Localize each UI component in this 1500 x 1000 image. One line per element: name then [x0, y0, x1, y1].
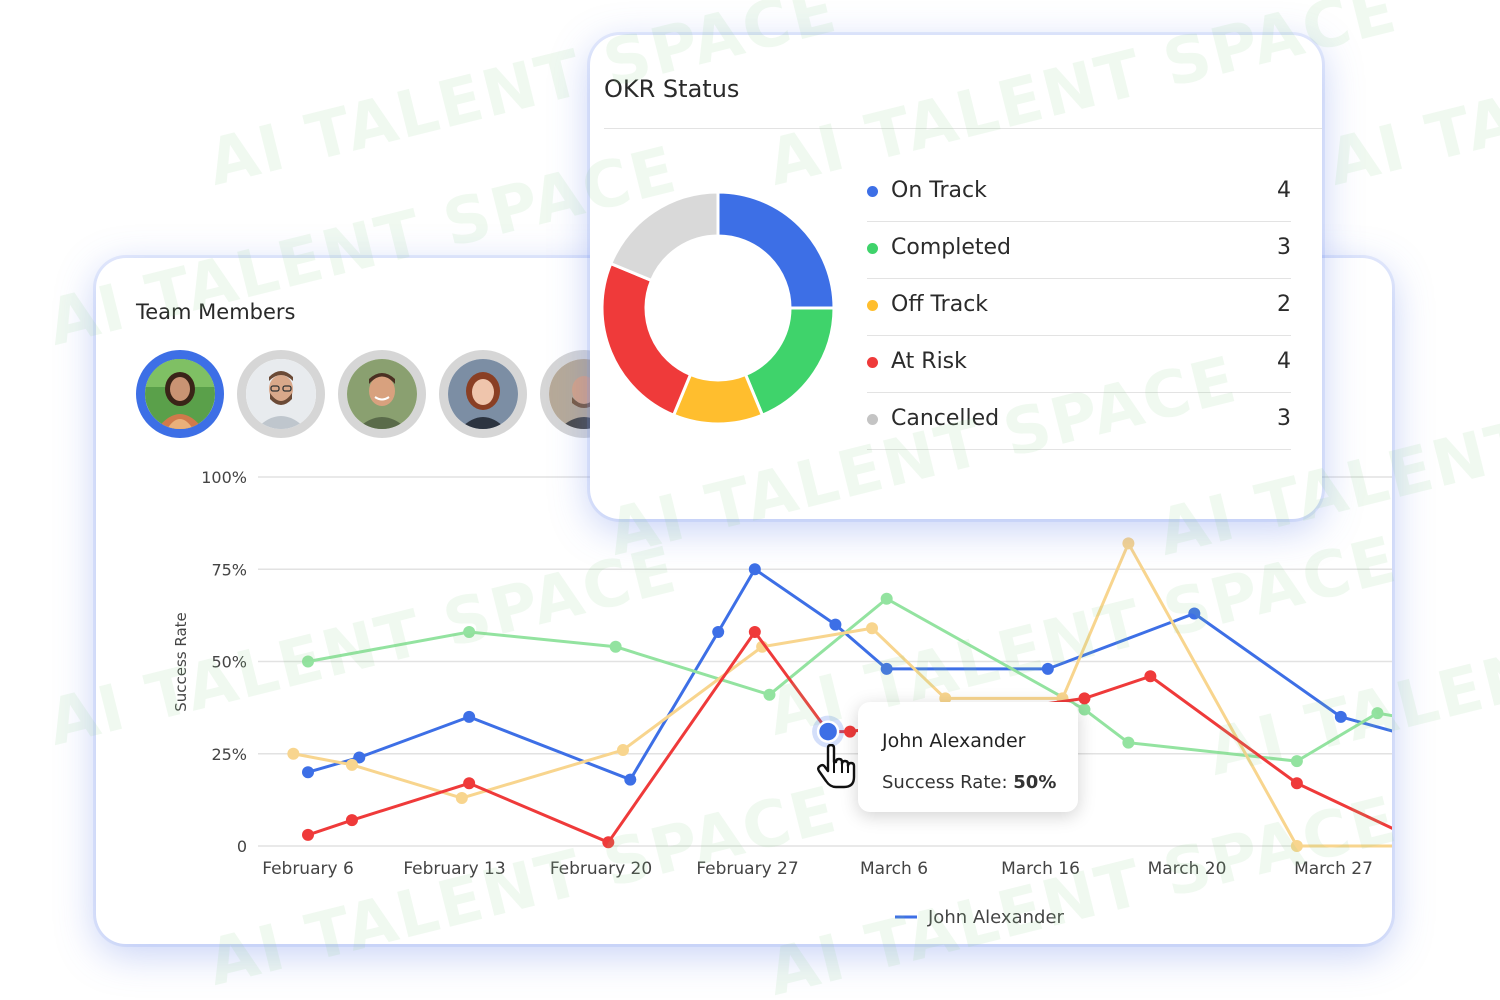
legend-dot [867, 243, 878, 254]
chart-tooltip: John Alexander Success Rate: 50% [858, 702, 1078, 812]
legend-row-completed[interactable]: Completed 3 [867, 222, 1291, 279]
donut-slice-completed[interactable] [743, 306, 836, 418]
tooltip-metric-label: Success Rate: [882, 772, 1008, 793]
data-point[interactable] [1415, 715, 1427, 727]
donut-slice-cancelled[interactable] [608, 190, 720, 283]
okr-title-divider [604, 128, 1322, 129]
legend-label: Completed [891, 235, 1011, 260]
legend-dot [867, 414, 878, 425]
legend-label: Off Track [891, 292, 989, 317]
data-point[interactable] [1408, 833, 1420, 845]
legend-row-off-track[interactable]: Off Track 2 [867, 279, 1291, 336]
watermark-text: AI TALENT SPACE [1320, 0, 1500, 201]
legend-dot [867, 357, 878, 368]
okr-status-title: OKR Status [604, 75, 740, 103]
legend-value: 4 [1277, 349, 1291, 374]
data-point[interactable] [1415, 733, 1427, 745]
legend-row-on-track[interactable]: On Track 4 [867, 165, 1291, 222]
okr-donut-chart [600, 190, 836, 426]
avatar-woman-red-hair[interactable] [439, 350, 527, 438]
tooltip-metric-value: 50% [1013, 772, 1057, 793]
legend-dot [867, 300, 878, 311]
legend-value: 2 [1277, 292, 1291, 317]
legend-row-cancelled[interactable]: Cancelled 3 [867, 393, 1291, 450]
legend-value: 3 [1277, 406, 1291, 431]
donut-slice-at-risk[interactable] [600, 261, 693, 418]
okr-status-card: OKR Status On Track 4 Completed 3 Off Track 2… [590, 35, 1322, 519]
hand-pointer-icon [817, 744, 856, 789]
avatar-man-glasses-beard[interactable] [237, 350, 325, 438]
data-point[interactable] [1415, 840, 1427, 852]
legend-value: 4 [1277, 178, 1291, 203]
legend-dot [867, 186, 878, 197]
avatar-woman-green-background[interactable] [136, 350, 224, 438]
legend-label: At Risk [891, 349, 967, 374]
donut-slice-on-track[interactable] [716, 190, 836, 310]
legend-label: On Track [891, 178, 987, 203]
tooltip-name: John Alexander [882, 730, 1026, 752]
legend-value: 3 [1277, 235, 1291, 260]
legend-label: Cancelled [891, 406, 1000, 431]
data-point[interactable] [1437, 810, 1449, 822]
avatar-man-smiling[interactable] [338, 350, 426, 438]
legend-row-at-risk[interactable]: At Risk 4 [867, 336, 1291, 393]
tooltip-metric: Success Rate: 50% [882, 772, 1056, 793]
team-members-title: Team Members [136, 300, 296, 324]
